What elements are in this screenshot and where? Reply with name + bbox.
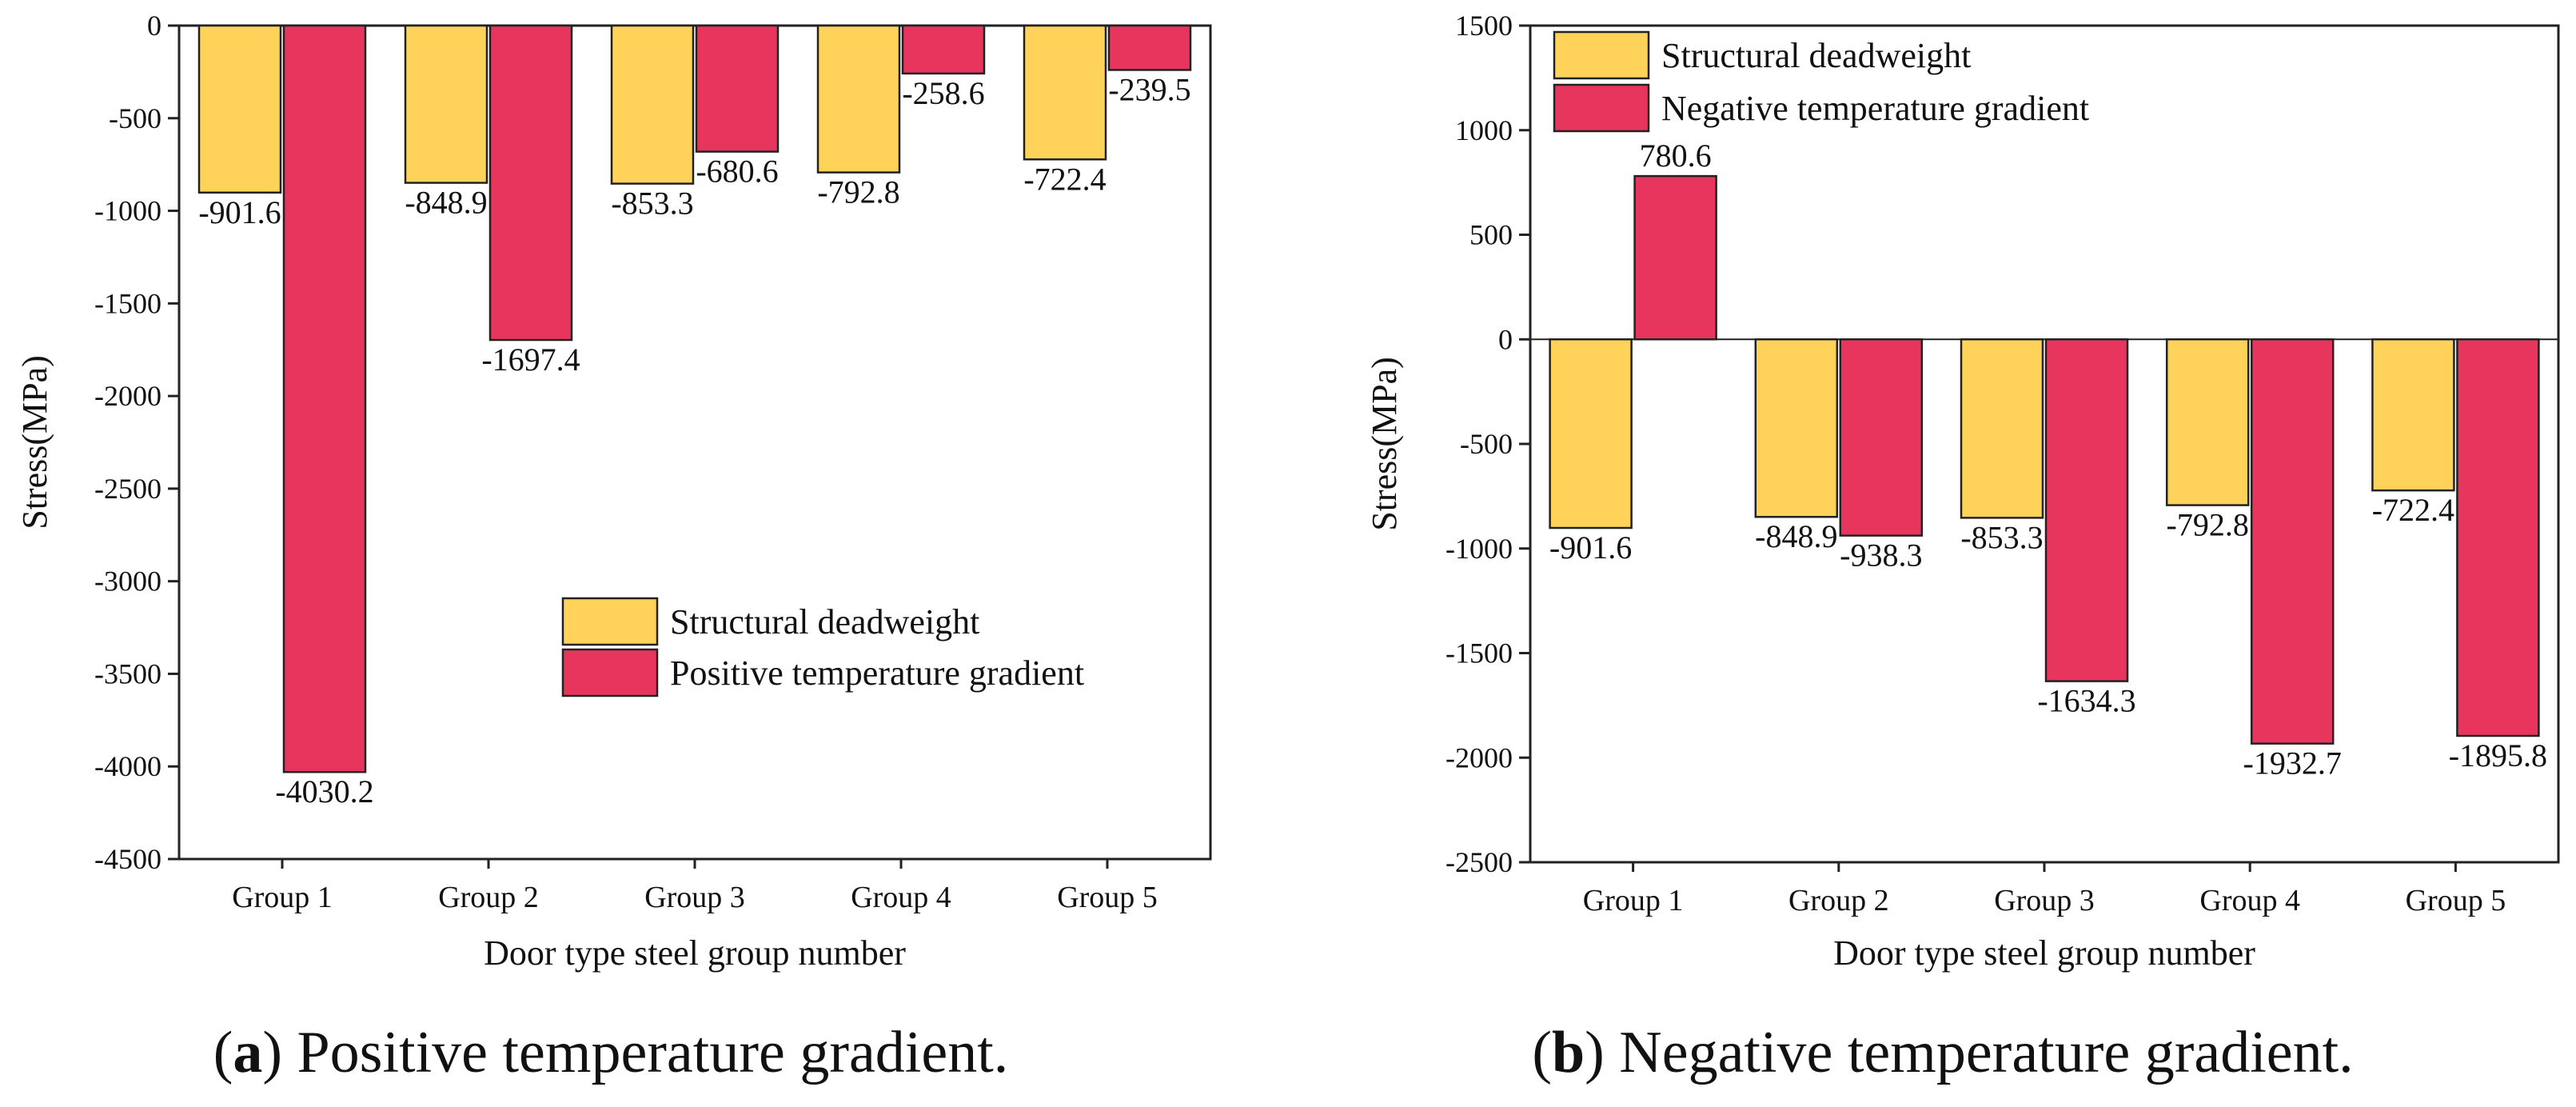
x-tick-label: Group 1 (232, 881, 333, 914)
data-label: -853.3 (1960, 519, 2043, 555)
bar-deadweight (1960, 338, 2044, 519)
legend-label: Structural deadweight (1661, 36, 1971, 75)
bar-gradient (282, 24, 367, 773)
bar-deadweight (1023, 24, 1107, 161)
bar-gradient (1633, 174, 1717, 341)
y-tick-label: -4000 (94, 750, 161, 782)
chart-caption: (b) Negative temperature gradient. (1532, 1020, 2353, 1085)
data-label: -1634.3 (2037, 683, 2135, 719)
y-tick-label: -2000 (1446, 741, 1513, 773)
data-label: -901.6 (1549, 530, 1632, 565)
data-label: -1895.8 (2449, 737, 2547, 773)
y-axis-title: Stress(MPa) (15, 355, 54, 530)
y-tick-label: -3500 (94, 657, 161, 689)
data-label: -848.9 (405, 185, 487, 221)
x-axis-title: Door type steel group number (484, 933, 906, 973)
x-tick-label: Group 4 (2199, 884, 2300, 917)
chart-caption: (a) Positive temperature gradient. (213, 1020, 1009, 1085)
bar-gradient (2456, 338, 2540, 737)
legend-label: Positive temperature gradient (670, 653, 1084, 693)
y-tick-label: -1000 (94, 195, 161, 227)
x-tick-label: Group 2 (1788, 884, 1889, 917)
y-axis-title: Stress(MPa) (1365, 357, 1404, 531)
caption-text: ) Negative temperature gradient. (1585, 1020, 2354, 1085)
legend-label: Structural deadweight (670, 602, 979, 641)
x-tick-label: Group 3 (1994, 884, 2095, 917)
legend: Structural deadweight Negative temperatur… (1553, 30, 2089, 133)
data-label: -848.9 (1755, 518, 1837, 554)
chart-b: 1500 1000 500 0 -500 -1000 -1500 -2000 -2500 -901… (1365, 10, 2560, 1085)
bar-deadweight (2371, 338, 2455, 492)
y-tick-label: -1500 (1446, 637, 1513, 669)
y-tick-label: 500 (1469, 219, 1513, 251)
bar-deadweight (404, 24, 488, 184)
legend: Structural deadweight Positive temperatur… (561, 597, 1084, 697)
bar-deadweight (1549, 338, 1633, 530)
x-tick-label: Group 4 (851, 881, 951, 914)
caption-text: ) Positive temperature gradient. (262, 1020, 1008, 1085)
x-tick-label: Group 3 (644, 881, 745, 914)
y-tick-label: 0 (1498, 323, 1513, 355)
bar-gradient (1839, 338, 1924, 537)
y-tick-label: -4500 (94, 843, 161, 875)
x-tick-label: Group 5 (2406, 884, 2506, 917)
x-tick-label: Group 1 (1583, 884, 1684, 917)
data-label: -1697.4 (481, 342, 580, 378)
data-label: -722.4 (2372, 492, 2454, 528)
y-tick-label: -2500 (94, 473, 161, 505)
data-label: -239.5 (1108, 71, 1190, 107)
x-axis-title: Door type steel group number (1833, 933, 2255, 973)
x-tick-label: Group 5 (1057, 881, 1158, 914)
data-label: -258.6 (902, 75, 984, 111)
data-label: 780.6 (1640, 138, 1712, 174)
data-label: -901.6 (198, 194, 281, 230)
caption-paren: ( (213, 1020, 233, 1085)
bar-gradient (695, 24, 780, 153)
caption-letter: b (1552, 1020, 1585, 1085)
data-label: -680.6 (696, 154, 778, 190)
bar-gradient (2044, 338, 2129, 682)
y-tick-label: -500 (109, 102, 161, 134)
bar-gradient (901, 24, 986, 75)
bar-deadweight (197, 24, 282, 194)
y-tick-label: -500 (1460, 428, 1513, 460)
data-label: -938.3 (1840, 538, 1922, 573)
caption-paren: ( (1532, 1020, 1552, 1085)
data-label: -792.8 (2167, 507, 2249, 543)
y-tick-label: -1500 (94, 287, 161, 319)
data-label: -1932.7 (2243, 745, 2342, 781)
data-label: -792.8 (817, 174, 899, 210)
bar-gradient (1107, 24, 1192, 71)
data-label: -722.4 (1023, 161, 1106, 197)
y-tick-label: -3000 (94, 565, 161, 597)
y-tick-label: 0 (147, 10, 161, 42)
x-tick-label: Group 2 (438, 881, 539, 914)
legend-label: Negative temperature gradient (1661, 89, 2089, 128)
data-label: -853.3 (611, 186, 693, 222)
chart-a: 0 -500 -1000 -1500 -2000 -2500 -3000 -3500 -4000… (15, 10, 1212, 1085)
data-label: -4030.2 (275, 773, 373, 809)
legend-swatch (1553, 30, 1650, 80)
bar-deadweight (816, 24, 901, 174)
y-tick-label: 1500 (1455, 10, 1513, 42)
y-tick-label: -2500 (1446, 846, 1513, 878)
legend-swatch (561, 597, 659, 646)
bar-gradient (488, 24, 573, 342)
y-tick-label: 1000 (1455, 114, 1513, 146)
legend-swatch (1553, 83, 1650, 133)
caption-letter: a (233, 1020, 262, 1085)
y-tick-label: -1000 (1446, 533, 1513, 565)
bar-deadweight (610, 24, 695, 185)
bar-gradient (2250, 338, 2335, 745)
legend-swatch (561, 648, 659, 697)
bar-deadweight (2165, 338, 2250, 506)
bar-deadweight (1754, 338, 1839, 518)
y-tick-label: -2000 (94, 380, 161, 412)
